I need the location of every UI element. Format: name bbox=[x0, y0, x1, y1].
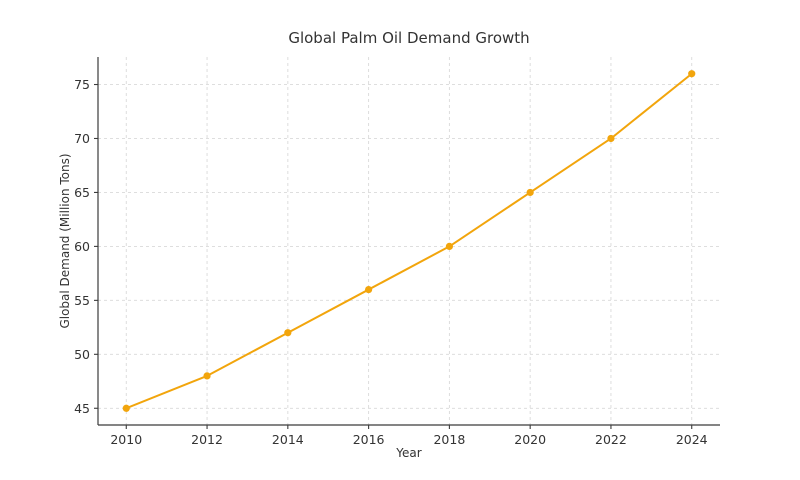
x-tick-label: 2024 bbox=[676, 432, 708, 447]
data-point-marker bbox=[122, 404, 130, 412]
data-point-markers bbox=[122, 70, 696, 412]
data-point-marker bbox=[445, 242, 453, 250]
x-tick-label: 2018 bbox=[433, 432, 465, 447]
x-tick-label: 2010 bbox=[110, 432, 142, 447]
y-tick-label: 70 bbox=[74, 131, 90, 146]
data-point-marker bbox=[688, 70, 696, 78]
axis-spines bbox=[97, 57, 720, 426]
tick-marks bbox=[94, 83, 693, 429]
y-tick-label: 60 bbox=[74, 239, 90, 254]
gridlines bbox=[98, 57, 720, 425]
x-tick-label: 2016 bbox=[353, 432, 385, 447]
y-axis-label: Global Demand (Million Tons) bbox=[58, 153, 72, 329]
y-tick-label: 75 bbox=[74, 77, 90, 92]
demand-line-series bbox=[125, 72, 693, 410]
data-point-marker bbox=[607, 134, 615, 143]
y-tick-label: 65 bbox=[74, 185, 90, 200]
data-point-marker bbox=[203, 372, 211, 380]
x-axis-label: Year bbox=[396, 446, 422, 460]
y-tick-label: 55 bbox=[74, 293, 90, 308]
y-tick-label: 45 bbox=[74, 401, 90, 416]
data-point-marker bbox=[526, 188, 534, 197]
data-point-marker bbox=[365, 285, 373, 294]
x-tick-label: 2012 bbox=[191, 432, 223, 447]
chart-title: Global Palm Oil Demand Growth bbox=[288, 29, 530, 47]
x-tick-label: 2020 bbox=[514, 432, 546, 447]
x-tick-label: 2014 bbox=[272, 432, 304, 447]
x-tick-label: 2022 bbox=[595, 432, 627, 447]
tick-labels: 45 50 55 60 65 70 75 2010 2012 2014 2016 2018 2020 20… bbox=[74, 77, 708, 447]
data-point-marker bbox=[284, 329, 292, 337]
y-tick-label: 50 bbox=[74, 347, 90, 362]
